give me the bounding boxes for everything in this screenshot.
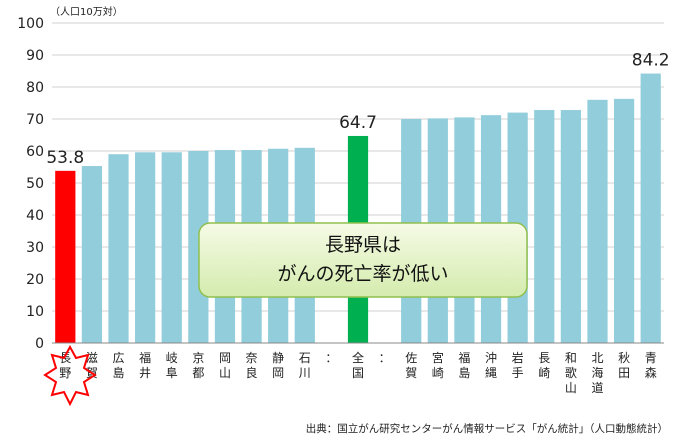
y-axis-ticks: 0 10 20 30 40 50 60 70 80 90 100 bbox=[17, 16, 44, 352]
callout-box: 長野県は がんの死亡率が低い bbox=[198, 222, 528, 298]
value-label: 64.7 bbox=[339, 113, 377, 133]
bar bbox=[587, 99, 608, 343]
category-label: 福 bbox=[458, 350, 470, 365]
y-axis-unit-label: （人口10万対） bbox=[50, 5, 123, 18]
category-label: 長 bbox=[59, 351, 71, 365]
bar bbox=[640, 73, 661, 343]
y-tick-label: 90 bbox=[26, 48, 44, 64]
category-label: 全 bbox=[352, 350, 364, 365]
category-label: 静 bbox=[272, 351, 284, 365]
category-label: 佐 bbox=[405, 351, 417, 365]
category-label: 和 bbox=[565, 351, 577, 365]
y-tick-label: 0 bbox=[35, 336, 44, 352]
y-tick-label: 30 bbox=[26, 240, 44, 256]
category-label: 奈 bbox=[246, 351, 258, 365]
y-tick-label: 100 bbox=[17, 16, 44, 32]
y-tick-label: 40 bbox=[26, 208, 44, 224]
y-tick-label: 20 bbox=[26, 272, 44, 288]
category-label: 岩 bbox=[512, 350, 524, 365]
category-label: 沖 bbox=[485, 351, 497, 365]
category-label: 青 bbox=[645, 351, 657, 365]
category-label: 崎 bbox=[432, 366, 444, 380]
category-label: 京 bbox=[192, 351, 204, 365]
bar bbox=[534, 110, 555, 343]
value-label: 53.8 bbox=[46, 148, 84, 168]
highlight-burst-icon bbox=[43, 344, 97, 407]
category-label: 崎 bbox=[538, 366, 550, 380]
value-labels: 53.8 64.7 84.2 bbox=[46, 51, 669, 168]
bar bbox=[560, 110, 581, 343]
category-label: 阜 bbox=[166, 366, 178, 380]
category-label: 島 bbox=[113, 365, 125, 380]
bar bbox=[81, 166, 103, 343]
category-label: 田 bbox=[618, 366, 630, 380]
y-tick-label: 70 bbox=[26, 112, 44, 128]
category-label: 道 bbox=[591, 381, 603, 395]
category-label: 広 bbox=[113, 351, 125, 365]
category-label: ： bbox=[325, 351, 337, 365]
category-label: 歌 bbox=[565, 365, 577, 380]
category-label: 野 bbox=[59, 366, 71, 380]
category-label: 国 bbox=[352, 366, 364, 380]
category-label: 石 bbox=[299, 351, 311, 365]
source-note: 出典：国立がん研究センターがん情報サービス「がん統計」（人口動態統計） bbox=[306, 422, 668, 435]
bar bbox=[108, 154, 129, 343]
category-label: 良 bbox=[246, 365, 258, 380]
category-label: 縄 bbox=[485, 365, 497, 380]
category-label: 山 bbox=[565, 381, 577, 395]
category-label: 岡 bbox=[219, 351, 231, 365]
category-label: 岐 bbox=[166, 351, 178, 365]
category-label: 秋 bbox=[618, 351, 630, 365]
bar bbox=[55, 170, 76, 343]
category-label: 福 bbox=[139, 350, 151, 365]
bar bbox=[613, 98, 635, 343]
category-label: 森 bbox=[645, 365, 657, 380]
category-label: 海 bbox=[591, 365, 603, 380]
category-label: 賀 bbox=[405, 366, 417, 380]
y-tick-label: 50 bbox=[26, 176, 44, 192]
category-label: 井 bbox=[139, 366, 151, 380]
category-label: 山 bbox=[219, 366, 231, 380]
y-tick-label: 80 bbox=[26, 80, 44, 96]
category-label: 川 bbox=[299, 366, 311, 380]
category-label: 宮 bbox=[432, 350, 444, 365]
category-label: ： bbox=[379, 351, 391, 365]
category-label: 岡 bbox=[272, 366, 284, 380]
callout-line-2: がんの死亡率が低い bbox=[277, 263, 448, 285]
category-label: 長 bbox=[538, 351, 550, 365]
y-tick-label: 10 bbox=[26, 304, 44, 320]
category-label: 都 bbox=[192, 366, 204, 380]
category-label: 北 bbox=[591, 351, 603, 365]
callout-line-1: 長野県は bbox=[325, 234, 401, 256]
y-tick-label: 60 bbox=[26, 144, 44, 160]
category-label: 島 bbox=[458, 365, 470, 380]
value-label: 84.2 bbox=[632, 51, 670, 71]
bar bbox=[161, 152, 182, 343]
bar bbox=[135, 152, 156, 343]
category-label: 手 bbox=[512, 366, 524, 380]
